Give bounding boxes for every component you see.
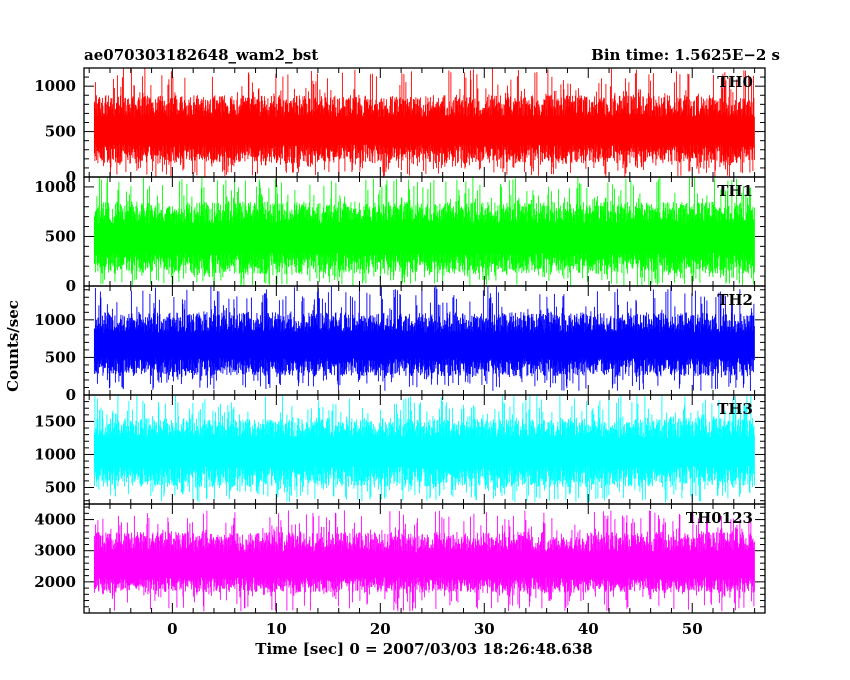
y-tick-label: 0 <box>66 168 76 186</box>
panel-th3: 500 1000 1500 TH3 <box>34 394 766 505</box>
y-tick-label: 500 <box>45 227 76 245</box>
x-tick-label: 0 <box>167 620 177 638</box>
x-tick-label: 20 <box>370 620 391 638</box>
series-line-th0123 <box>93 510 755 612</box>
y-tick-label: 4000 <box>34 511 76 529</box>
y-tick-label: 1000 <box>34 445 76 463</box>
y-tick-label: 500 <box>45 478 76 496</box>
panel-th0: 0 500 1000 TH0 <box>34 67 766 186</box>
y-tick-label: 1000 <box>34 311 76 329</box>
series-line-th2 <box>93 286 755 391</box>
panel-name-label: TH3 <box>717 400 753 418</box>
y-tick-label: 1000 <box>34 77 76 95</box>
y-axis-label: Counts/sec <box>4 300 22 392</box>
y-tick-label: 500 <box>45 123 76 141</box>
x-tick-label: 50 <box>682 620 703 638</box>
chart-title: ae070303182648_wam2_bst <box>84 46 318 64</box>
x-tick-label: 40 <box>578 620 599 638</box>
panel-th2: 0 500 1000 TH2 <box>34 285 766 404</box>
y-tick-label: 500 <box>45 348 76 366</box>
y-tick-label: 1000 <box>34 178 76 196</box>
y-tick-label: 3000 <box>34 542 76 560</box>
y-tick-label: 1500 <box>34 412 76 430</box>
panel-frame <box>83 503 766 614</box>
x-tick-label: 10 <box>266 620 287 638</box>
panel-name-label: TH0123 <box>686 509 753 527</box>
y-tick-label: 0 <box>66 277 76 295</box>
y-tick-label: 2000 <box>34 573 76 591</box>
panel-name-label: TH2 <box>717 291 753 309</box>
series-line-th0 <box>93 68 755 177</box>
series-line-th1 <box>93 177 755 286</box>
panel-th1: 0 500 1000 TH1 <box>34 176 766 295</box>
bin-time-label: Bin time: 1.5625E−2 s <box>591 46 780 64</box>
panel-th0123: 2000 3000 4000 TH0123 0 10 20 30 40 50 <box>34 503 766 638</box>
panel-name-label: TH0 <box>717 73 753 91</box>
y-tick-label: 0 <box>66 386 76 404</box>
panel-name-label: TH1 <box>717 182 753 200</box>
x-axis-label: Time [sec] 0 = 2007/03/03 18:26:48.638 <box>255 640 592 658</box>
x-tick-label: 30 <box>474 620 495 638</box>
series-line-th3 <box>93 395 755 503</box>
